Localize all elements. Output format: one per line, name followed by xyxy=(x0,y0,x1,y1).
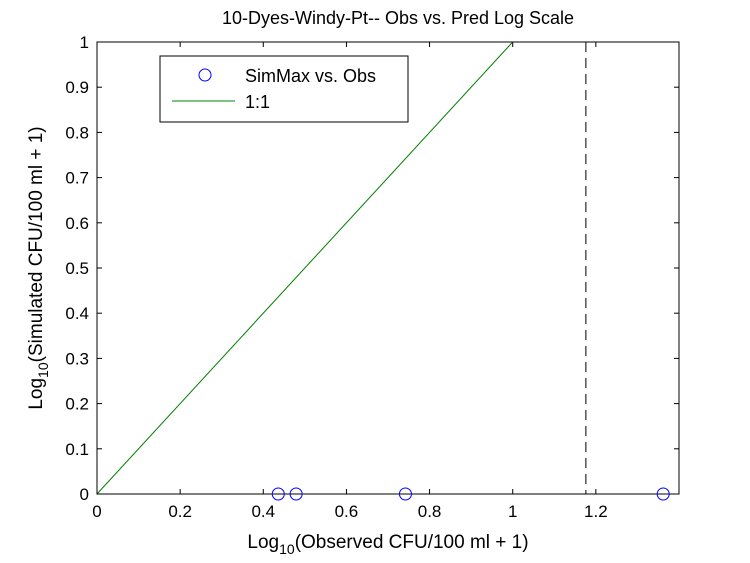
x-axis-label-subscript: 10 xyxy=(279,541,295,557)
y-tick-label: 0.5 xyxy=(65,259,89,278)
y-axis-label-subscript: 10 xyxy=(35,362,51,378)
y-axis-ticks: 0 0.1 0.2 0.3 0.4 0.5 0.6 0.7 0.8 0.9 1 xyxy=(65,33,679,504)
data-point xyxy=(271,487,285,501)
y-tick-label: 0.2 xyxy=(65,395,89,414)
legend-marker-simmax xyxy=(198,68,212,82)
x-tick-label: 1.2 xyxy=(584,502,608,521)
y-tick-label: 1 xyxy=(80,33,89,52)
x-tick-label: 0.6 xyxy=(335,502,359,521)
x-axis-ticks: 0 0.2 0.4 0.6 0.8 1 1.2 xyxy=(92,42,608,521)
series-line-1to1 xyxy=(96,41,514,495)
chart-title: 10-Dyes-Windy-Pt-- Obs vs. Pred Log Scal… xyxy=(222,8,574,28)
x-tick-label: 0.8 xyxy=(418,502,442,521)
x-tick-label: 0 xyxy=(92,502,101,521)
x-axis-label: Log10(Observed CFU/100 ml + 1) xyxy=(247,532,528,557)
y-tick-label: 0.1 xyxy=(65,440,89,459)
y-tick-label: 0.7 xyxy=(65,169,89,188)
legend: SimMax vs. Obs 1:1 xyxy=(159,55,409,123)
y-axis-label-text: (Simulated CFU/100 ml + 1) xyxy=(26,126,47,362)
y-tick-label: 0.4 xyxy=(65,304,89,323)
legend-label-simmax: SimMax vs. Obs xyxy=(245,66,376,86)
x-tick-label: 0.4 xyxy=(251,502,275,521)
data-point xyxy=(656,487,670,501)
y-tick-label: 0 xyxy=(80,485,89,504)
legend-label-1to1: 1:1 xyxy=(245,92,270,112)
y-axis-label-prefix: Log xyxy=(26,378,47,410)
data-point xyxy=(289,487,303,501)
legend-box xyxy=(159,55,409,123)
x-axis-label-text: (Observed CFU/100 ml + 1) xyxy=(295,532,529,553)
y-axis-label: Log10(Simulated CFU/100 ml + 1) xyxy=(26,126,51,409)
plot-layer xyxy=(96,41,670,501)
data-point xyxy=(398,487,412,501)
y-tick-label: 0.8 xyxy=(65,123,89,142)
y-tick-label: 0.6 xyxy=(65,214,89,233)
x-tick-label: 1 xyxy=(508,502,517,521)
y-tick-label: 0.9 xyxy=(65,78,89,97)
y-tick-label: 0.3 xyxy=(65,349,89,368)
x-axis-label-prefix: Log xyxy=(247,532,279,553)
x-tick-label: 0.2 xyxy=(168,502,192,521)
